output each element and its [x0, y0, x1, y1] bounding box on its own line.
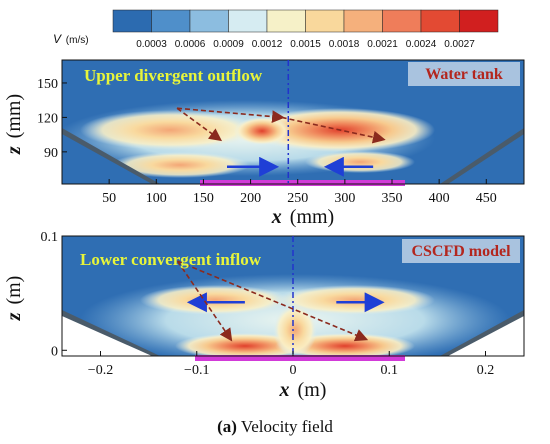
- colorbar-tick-label: 0.0012: [252, 39, 283, 50]
- colorbar: V (m/s) 0.0003 0.0006 0.0009 0.0012 0.0015 0.…: [53, 9, 499, 50]
- colorbar-cell: [382, 9, 422, 33]
- caption-text: Velocity field: [241, 417, 334, 436]
- top-ytick-label: 150: [37, 77, 58, 92]
- top-ylabel-unit: (mm): [3, 94, 25, 138]
- top-direction-arrow: [176, 107, 223, 142]
- bottom-ylabel-unit: (m): [3, 276, 25, 305]
- bottom-floor-right-fill: [448, 316, 524, 356]
- top-field-center-left: [234, 117, 290, 145]
- top-ylabel: z (mm): [3, 94, 25, 155]
- top-floor-left-fill: [62, 134, 152, 184]
- bottom-field-upper-right: [275, 285, 435, 315]
- bottom-xlabel-unit: (m): [298, 379, 327, 401]
- bottom-floor-left-fill: [62, 316, 152, 356]
- colorbar-cell: [420, 9, 460, 33]
- bottom-xtick-label: −0.1: [184, 363, 209, 378]
- top-ytick-label: 120: [37, 111, 58, 126]
- figure-caption: (a) Velocity field: [217, 417, 333, 436]
- top-floor-right-fill: [448, 134, 524, 184]
- top-xtick-label: 450: [476, 191, 497, 206]
- top-field-bottom-right: [305, 151, 415, 173]
- colorbar-unit: (m/s): [66, 35, 89, 46]
- top-nozzle-strip: [200, 180, 405, 186]
- bottom-ylabel-symbol: z: [3, 312, 25, 321]
- colorbar-cell: [228, 9, 268, 33]
- colorbar-tick-label: 0.0015: [290, 39, 321, 50]
- bottom-xtick-label: 0.2: [477, 363, 495, 378]
- bottom-field-upper-left: [140, 285, 290, 315]
- bottom-ytick-label: 0.1: [41, 230, 59, 245]
- top-xtick-label: 200: [240, 191, 261, 206]
- bottom-xlabel: x (m): [279, 379, 327, 401]
- colorbar-cell: [459, 9, 499, 33]
- colorbar-tick-label: 0.0021: [367, 39, 398, 50]
- top-label-box: [408, 62, 520, 86]
- top-panel: 50 100 150 200 250 300 350 400 450 90 120 150 Upper…: [3, 59, 525, 228]
- bottom-direction-arrow: [177, 260, 369, 342]
- top-xlabel-symbol: x: [271, 206, 282, 228]
- top-field-left-hotspot: [80, 110, 260, 150]
- top-xlabel: x (mm): [271, 206, 334, 228]
- bottom-panel: −0.2 −0.1 0 0.1 0.2 0 0.1 Lower convergent inf…: [3, 230, 525, 401]
- caption-label: (a): [217, 417, 237, 436]
- top-xtick-label: 400: [429, 191, 450, 206]
- colorbar-tick-label: 0.0024: [406, 39, 437, 50]
- bottom-xlabel-symbol: x: [279, 379, 290, 401]
- colorbar-cell: [151, 9, 191, 33]
- bottom-label-box: [402, 239, 520, 263]
- bottom-annotation: Lower convergent inflow: [80, 250, 262, 269]
- top-direction-arrow: [176, 107, 285, 123]
- colorbar-cell: [305, 9, 345, 33]
- top-ylabel-symbol: z: [3, 146, 25, 155]
- colorbar-label: V (m/s): [53, 32, 89, 46]
- bottom-ylabel: z (m): [3, 276, 25, 322]
- top-field-bottom-left: [110, 152, 250, 178]
- colorbar-tick-label: 0.0027: [444, 39, 475, 50]
- top-annotation: Upper divergent outflow: [84, 66, 263, 85]
- top-xtick-label: 250: [287, 191, 308, 206]
- top-xtick-label: 100: [146, 191, 167, 206]
- top-label: Water tank: [425, 66, 503, 83]
- colorbar-cell: [112, 9, 152, 33]
- colorbar-cell: [189, 9, 229, 33]
- bottom-xtick-label: −0.2: [88, 363, 113, 378]
- bottom-nozzle-strip: [195, 355, 405, 361]
- top-xtick-label: 300: [334, 191, 355, 206]
- bottom-ytick-label: 0: [51, 344, 58, 359]
- top-ytick-label: 90: [44, 146, 58, 161]
- top-xtick-label: 350: [382, 191, 403, 206]
- bottom-xtick-label: 0.1: [381, 363, 399, 378]
- colorbar-tick-label: 0.0006: [175, 39, 206, 50]
- bottom-field-center: [273, 304, 317, 356]
- colorbar-symbol: V: [53, 32, 62, 46]
- bottom-xtick-label: 0: [290, 363, 297, 378]
- colorbar-tick-label: 0.0009: [213, 39, 244, 50]
- colorbar-tick-label: 0.0003: [136, 39, 167, 50]
- colorbar-cell: [343, 9, 383, 33]
- colorbar-tick-label: 0.0018: [329, 39, 360, 50]
- colorbar-cell: [266, 9, 306, 33]
- top-direction-arrow: [281, 116, 386, 144]
- top-xtick-label: 50: [102, 191, 116, 206]
- bottom-label: CSCFD model: [411, 243, 511, 260]
- top-xtick-label: 150: [193, 191, 214, 206]
- top-plot-frame: [61, 59, 525, 185]
- top-xlabel-unit: (mm): [290, 206, 334, 228]
